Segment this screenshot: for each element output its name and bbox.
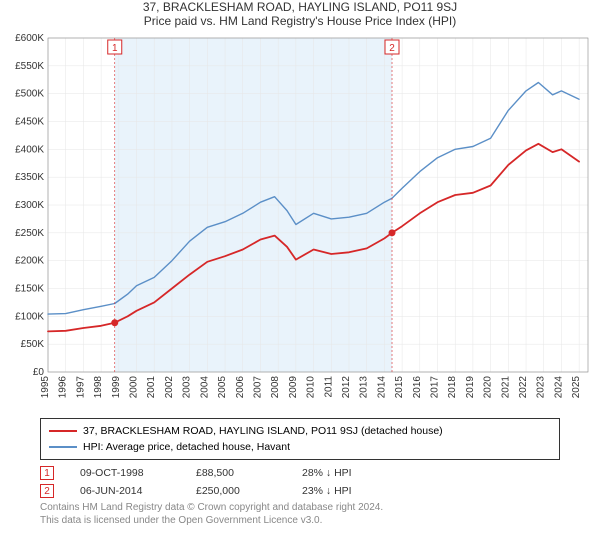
x-tick-label: 2022 <box>518 376 529 399</box>
x-tick-label: 2024 <box>553 376 564 399</box>
chart-address-title: 37, BRACKLESHAM ROAD, HAYLING ISLAND, PO… <box>0 0 600 14</box>
legend-swatch-hpi <box>49 446 77 448</box>
y-tick-label: £450K <box>15 117 44 128</box>
legend: 37, BRACKLESHAM ROAD, HAYLING ISLAND, PO… <box>40 418 560 460</box>
x-tick-label: 2000 <box>129 376 140 399</box>
y-tick-label: £500K <box>15 89 44 100</box>
sale-point <box>111 319 118 326</box>
y-tick-label: £100K <box>15 311 44 322</box>
y-tick-label: £300K <box>15 200 44 211</box>
x-tick-label: 2013 <box>359 376 370 399</box>
x-tick-label: 2009 <box>288 376 299 399</box>
x-tick-label: 1995 <box>40 376 51 399</box>
legend-swatch-price-paid <box>49 430 77 432</box>
x-tick-label: 2014 <box>376 376 387 399</box>
legend-row: HPI: Average price, detached house, Hava… <box>49 439 551 455</box>
callout-date: 09-OCT-1998 <box>80 467 170 479</box>
x-tick-label: 1996 <box>58 376 69 399</box>
x-tick-label: 2021 <box>500 376 511 399</box>
y-tick-label: £350K <box>15 172 44 183</box>
callout-marker-2: 2 <box>40 484 54 498</box>
x-tick-label: 2018 <box>447 376 458 399</box>
legend-row: 37, BRACKLESHAM ROAD, HAYLING ISLAND, PO… <box>49 423 551 439</box>
y-tick-label: £200K <box>15 256 44 267</box>
callout-row: 2 06-JUN-2014 £250,000 23% ↓ HPI <box>40 482 560 500</box>
x-tick-label: 2003 <box>182 376 193 399</box>
x-tick-label: 2023 <box>536 376 547 399</box>
sale-point <box>389 229 396 236</box>
callout-delta: 28% ↓ HPI <box>302 467 352 479</box>
legend-label: HPI: Average price, detached house, Hava… <box>83 441 290 453</box>
callout-table: 1 09-OCT-1998 £88,500 28% ↓ HPI 2 06-JUN… <box>40 464 560 500</box>
chart-subtitle: Price paid vs. HM Land Registry's House … <box>0 14 600 28</box>
x-tick-label: 2015 <box>394 376 405 399</box>
callout-delta: 23% ↓ HPI <box>302 485 352 497</box>
y-tick-label: £550K <box>15 61 44 72</box>
footer-line: Contains HM Land Registry data © Crown c… <box>40 502 560 515</box>
callout-price: £88,500 <box>196 467 276 479</box>
x-tick-label: 1999 <box>111 376 122 399</box>
y-tick-label: £50K <box>21 339 45 350</box>
x-tick-label: 2010 <box>306 376 317 399</box>
x-tick-label: 2020 <box>483 376 494 399</box>
x-tick-label: 2011 <box>323 376 334 398</box>
x-tick-label: 2002 <box>164 376 175 399</box>
x-tick-label: 2006 <box>235 376 246 399</box>
legend-label: 37, BRACKLESHAM ROAD, HAYLING ISLAND, PO… <box>83 425 443 437</box>
y-tick-label: £600K <box>15 33 44 44</box>
footer-line: This data is licensed under the Open Gov… <box>40 515 560 528</box>
y-tick-label: £150K <box>15 284 44 295</box>
x-tick-label: 2007 <box>252 376 263 399</box>
y-tick-label: £400K <box>15 144 44 155</box>
x-tick-label: 1998 <box>93 376 104 399</box>
x-tick-label: 2016 <box>412 376 423 399</box>
callout-date: 06-JUN-2014 <box>80 485 170 497</box>
marker-label: 2 <box>389 43 395 54</box>
x-tick-label: 2004 <box>199 376 210 399</box>
x-tick-label: 2019 <box>465 376 476 399</box>
attribution-footer: Contains HM Land Registry data © Crown c… <box>40 502 560 527</box>
callout-row: 1 09-OCT-1998 £88,500 28% ↓ HPI <box>40 464 560 482</box>
x-tick-label: 2008 <box>270 376 281 399</box>
callout-marker-1: 1 <box>40 466 54 480</box>
marker-label: 1 <box>112 43 118 54</box>
x-tick-label: 1997 <box>75 376 86 399</box>
price-chart: £0£50K£100K£150K£200K£250K£300K£350K£400… <box>6 32 594 412</box>
callout-price: £250,000 <box>196 485 276 497</box>
y-tick-label: £250K <box>15 228 44 239</box>
x-tick-label: 2001 <box>146 376 157 399</box>
x-tick-label: 2012 <box>341 376 352 399</box>
x-tick-label: 2005 <box>217 376 228 399</box>
x-tick-label: 2017 <box>430 376 441 399</box>
chart-area: £0£50K£100K£150K£200K£250K£300K£350K£400… <box>6 32 594 412</box>
x-tick-label: 2025 <box>571 376 582 399</box>
